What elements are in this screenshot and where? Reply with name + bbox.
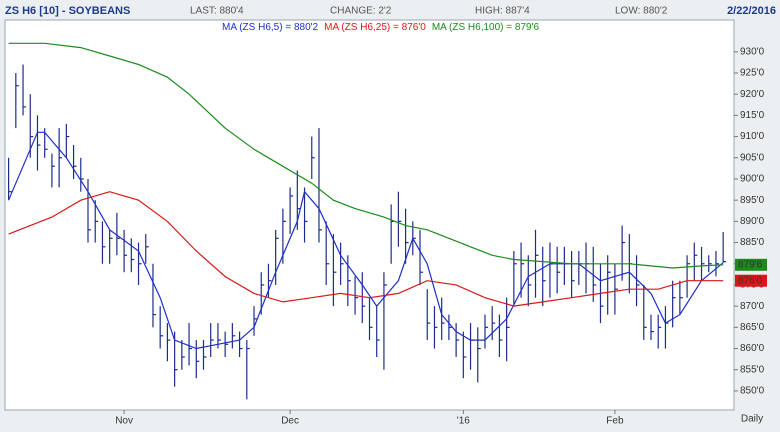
x-tick-label: Dec [281, 416, 299, 427]
y-tick-label: 910'0 [740, 131, 765, 142]
value-tag [735, 274, 767, 287]
x-tick-label: '16 [457, 416, 470, 427]
value-tag-label: 876'0 [738, 275, 763, 286]
high: HIGH: 887'4 [475, 6, 530, 17]
y-tick-label: 920'0 [740, 89, 765, 100]
ma-line [8, 42, 724, 269]
y-tick-label: 895'0 [740, 195, 765, 206]
y-tick-label: 865'0 [740, 322, 765, 333]
x-tick-label: Feb [606, 416, 624, 427]
y-tick-label: 925'0 [740, 68, 765, 79]
value-tag-label: 879'6 [738, 259, 763, 270]
x-tick-label: Nov [115, 416, 133, 427]
y-tick-label: 860'0 [740, 343, 765, 354]
legend-entry: MA (ZS H6,5) = 880'2 [222, 22, 319, 33]
legend: MA (ZS H6,5) = 880'2 MA (ZS H6,25) = 876'… [222, 22, 539, 33]
legend-entry: MA (ZS H6,100) = 879'6 [432, 22, 540, 33]
plot-area [4, 19, 735, 411]
x-axis-label: Daily [741, 414, 763, 425]
ma-line [8, 191, 724, 307]
date: 2/22/2016 [727, 5, 776, 17]
legend-entry: MA (ZS H6,25) = 876'0 [324, 22, 426, 33]
y-tick-label: 900'0 [740, 174, 765, 185]
last: LAST: 880'4 [190, 6, 244, 17]
y-tick-label: 905'0 [740, 152, 765, 163]
y-tick-label: 850'0 [740, 386, 765, 397]
value-tag [735, 258, 767, 271]
change: CHANGE: 2'2 [330, 6, 392, 17]
y-tick-label: 855'0 [740, 364, 765, 375]
y-tick-label: 885'0 [740, 237, 765, 248]
y-tick-label: 930'0 [740, 46, 765, 57]
ma-line [8, 131, 724, 350]
low: LOW: 880'2 [615, 6, 668, 17]
y-tick-label: 870'0 [740, 301, 765, 312]
chart-title: ZS H6 [10] - SOYBEANS [5, 5, 130, 17]
y-tick-label: 915'0 [740, 110, 765, 121]
y-tick-label: 890'0 [740, 216, 765, 227]
